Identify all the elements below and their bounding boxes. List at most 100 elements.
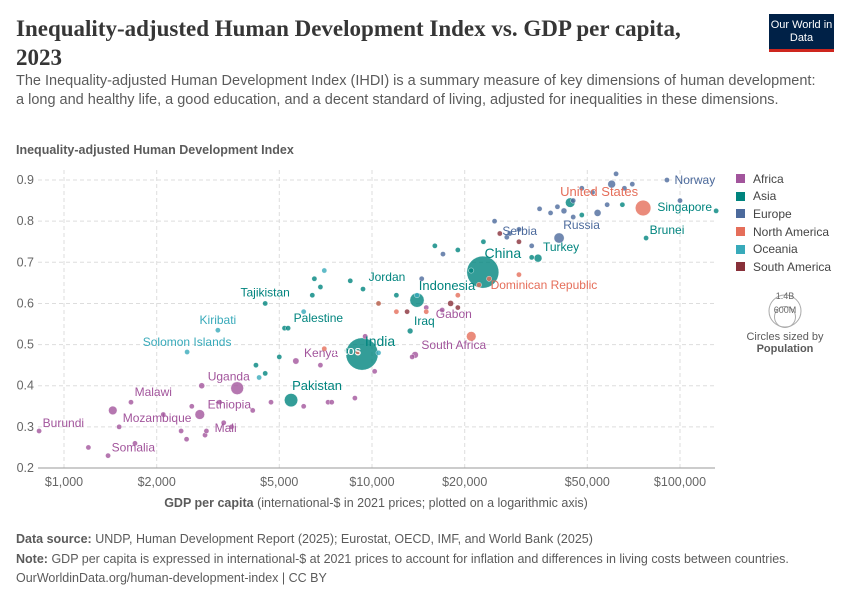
data-point [347, 278, 354, 284]
y-tick-label: 0.7 [17, 255, 34, 269]
data-point [554, 203, 561, 210]
size-legend-variable: Population [756, 343, 814, 355]
data-point [178, 428, 184, 434]
data-point [300, 308, 307, 315]
data-point [132, 440, 138, 447]
legend-item-europe[interactable]: Europe [736, 205, 831, 223]
data-point [85, 444, 92, 451]
data-point [497, 230, 503, 237]
legend-item-africa[interactable]: Africa [736, 170, 831, 188]
data-point [619, 201, 626, 208]
y-tick-label: 0.2 [17, 461, 34, 475]
data-point [321, 345, 328, 352]
legend-label: Europe [753, 206, 792, 221]
country-label: Burundi [43, 416, 84, 430]
data-point [375, 350, 382, 356]
data-point [220, 419, 227, 426]
data-point [256, 374, 262, 381]
country-label: Kiribati [200, 313, 237, 327]
x-tick-label: $1,000 [45, 475, 83, 489]
owid-logo[interactable]: Our World in Data [769, 14, 834, 52]
logo-text: Our World in Data [770, 19, 833, 44]
data-point [536, 206, 543, 212]
country-label: Gabon [436, 307, 472, 321]
data-point [285, 325, 291, 331]
size-legend-big: 1.4B [776, 291, 795, 301]
data-point [407, 327, 414, 335]
data-point [589, 189, 596, 196]
data-point [486, 275, 492, 282]
legend-label: South America [753, 259, 832, 274]
x-tick-label: $2,000 [138, 475, 176, 489]
data-point [447, 300, 454, 307]
footer: Data source: UNDP, Human Development Rep… [16, 530, 789, 589]
data-point [643, 235, 649, 241]
data-point [262, 370, 268, 377]
country-label: Norway [675, 173, 716, 187]
data-point [506, 230, 513, 237]
data-point [516, 238, 522, 245]
data-point [560, 207, 568, 215]
data-point [183, 436, 190, 443]
source-label: Data source: [16, 532, 92, 546]
data-point [466, 331, 477, 342]
data-point [455, 292, 461, 299]
country-label: Tajikistan [241, 285, 290, 299]
legend-item-asia[interactable]: Asia [736, 188, 831, 206]
x-axis-label: GDP per capita (international-$ in 2021 … [164, 496, 588, 510]
y-tick-label: 0.8 [17, 214, 34, 228]
country-label: Brunei [650, 223, 685, 237]
data-point [108, 405, 118, 415]
x-tick-label: $10,000 [349, 475, 394, 489]
data-point [284, 393, 298, 407]
data-point [579, 212, 585, 218]
data-point [635, 199, 652, 216]
data-point [36, 428, 42, 434]
data-point [309, 292, 316, 299]
country-label: Malawi [135, 385, 172, 399]
data-point [455, 304, 461, 311]
data-point [432, 243, 438, 249]
country-label: Russia [563, 218, 600, 232]
country-label: Singapore [657, 200, 712, 214]
size-legend-small: 600M [774, 305, 797, 315]
legend-item-oceania[interactable]: Oceania [736, 240, 831, 258]
footer-url[interactable]: OurWorldinData.org/human-development-ind… [16, 571, 327, 585]
y-tick-label: 0.4 [17, 379, 34, 393]
y-tick-label: 0.6 [17, 296, 34, 310]
data-point [371, 368, 378, 375]
legend-item-north-america[interactable]: North America [736, 223, 831, 241]
data-point [116, 424, 122, 430]
data-point [268, 399, 274, 405]
data-point [344, 347, 350, 354]
data-point [393, 308, 400, 315]
x-tick-label: $5,000 [260, 475, 298, 489]
data-point [404, 308, 410, 315]
legend-swatch [736, 262, 745, 272]
legend-label: Africa [753, 171, 784, 186]
x-tick-label: $100,000 [654, 475, 706, 489]
data-point [516, 226, 522, 233]
legend-item-south-america[interactable]: South America [736, 258, 831, 276]
data-point [713, 208, 719, 214]
data-point [321, 267, 328, 274]
country-label: Laos [333, 343, 362, 358]
data-point [455, 247, 461, 253]
size-legend-caption: Circles sized by [746, 331, 824, 343]
data-point [613, 171, 619, 177]
source-text: UNDP, Human Development Report (2025); E… [95, 532, 593, 546]
country-label: Mozambique [123, 411, 192, 425]
country-label: Iraq [414, 314, 435, 328]
data-point [203, 428, 210, 434]
legend-label: Asia [753, 189, 777, 204]
y-tick-label: 0.3 [17, 420, 34, 434]
data-point [468, 267, 475, 274]
x-tick-label: $50,000 [565, 475, 610, 489]
data-point [355, 350, 361, 356]
data-point [621, 185, 628, 192]
data-point [317, 362, 324, 368]
data-point [393, 292, 400, 299]
data-point [300, 403, 307, 410]
